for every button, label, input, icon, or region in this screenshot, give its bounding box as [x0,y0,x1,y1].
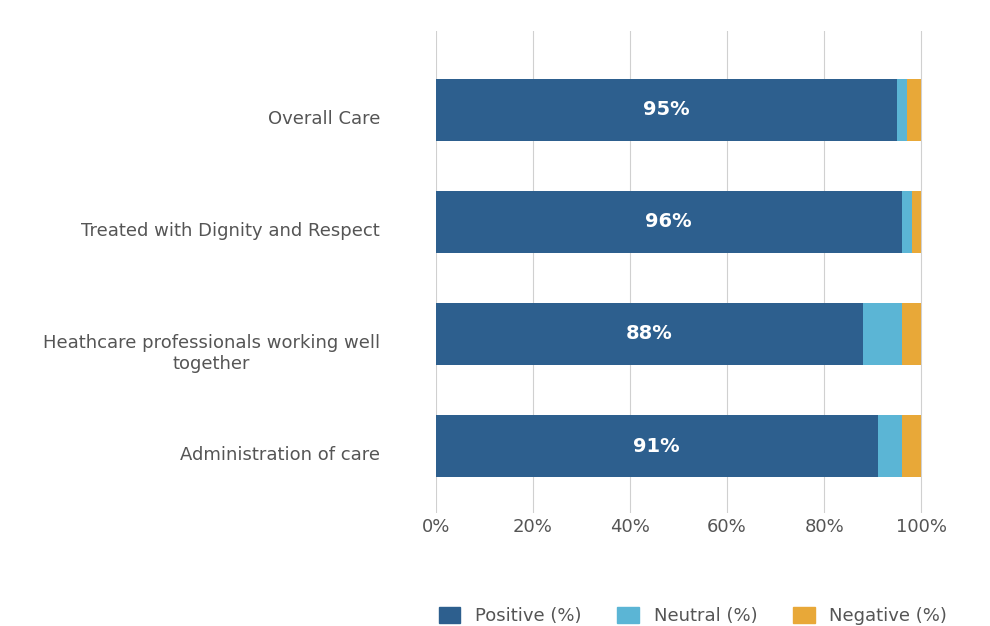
Bar [902,303,922,365]
Bar [912,191,922,253]
Bar [436,415,877,477]
Bar [907,79,922,141]
Bar [877,415,902,477]
Legend: Positive (%), Neutral (%), Negative (%): Positive (%), Neutral (%), Negative (%) [432,600,954,626]
Text: 95%: 95% [643,100,690,120]
Bar [897,79,907,141]
Text: 88%: 88% [626,324,672,344]
Bar [902,191,912,253]
Bar [436,303,863,365]
Bar [436,79,897,141]
Bar [902,415,922,477]
Text: 91%: 91% [634,436,680,456]
Bar [436,191,902,253]
Text: 96%: 96% [645,212,692,232]
Bar [863,303,902,365]
